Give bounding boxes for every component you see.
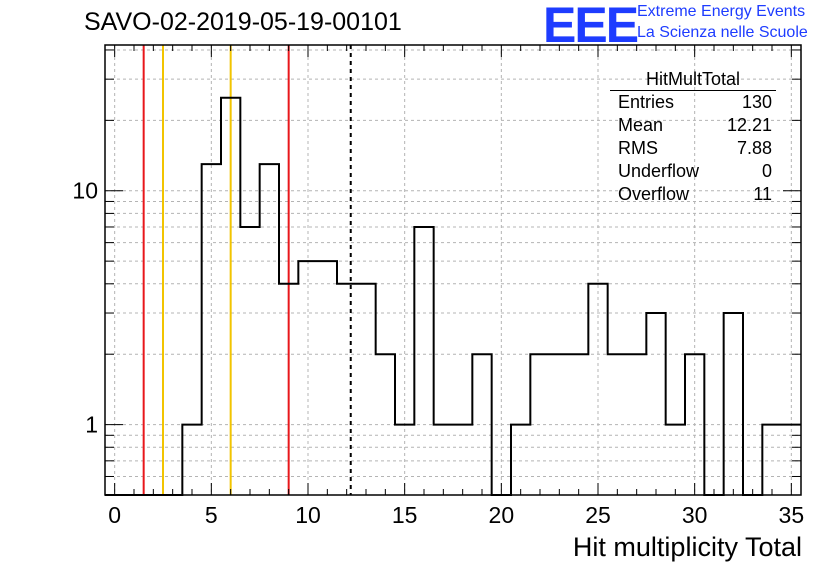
- histogram-series: [105, 96, 801, 496]
- y-tick-label: 10: [72, 178, 98, 204]
- x-axis-ticks: 0 5 10 15 20 25 30 35: [108, 45, 804, 528]
- eee-logo: EEE: [543, 0, 639, 53]
- stats-label: Mean: [618, 115, 664, 135]
- stats-row-entries: Entries 130: [610, 91, 776, 114]
- x-axis-title: Hit multiplicity Total: [572, 532, 802, 562]
- x-tick-label: 15: [392, 502, 418, 528]
- x-tick-label: 25: [585, 502, 611, 528]
- stats-row-underflow: Underflow 0: [610, 160, 776, 183]
- x-tick-label: 30: [682, 502, 708, 528]
- x-tick-label: 20: [489, 502, 515, 528]
- x-tick-label: 10: [295, 502, 321, 528]
- stats-title: HitMultTotal: [610, 68, 776, 91]
- x-tick-label: 35: [779, 502, 805, 528]
- stats-label: Underflow: [618, 161, 700, 181]
- stats-row-mean: Mean 12.21: [610, 114, 776, 137]
- stats-value: 130: [741, 92, 772, 112]
- stats-label: Entries: [618, 92, 675, 112]
- y-axis-ticks: 110: [72, 49, 801, 496]
- x-tick-label: 5: [205, 502, 218, 528]
- stats-label: Overflow: [618, 184, 690, 204]
- stats-box: HitMultTotal Entries 130 Mean 12.21 RMS …: [610, 68, 776, 206]
- stats-row-rms: RMS 7.88: [610, 137, 776, 160]
- stats-label: RMS: [618, 138, 658, 158]
- logo-subtitle-1: Extreme Energy Events: [637, 3, 806, 20]
- x-tick-label: 0: [108, 502, 121, 528]
- logo-subtitle-2: La Scienza nelle Scuole: [637, 24, 808, 41]
- plot-frame: [104, 44, 802, 496]
- stats-value: 11: [753, 184, 772, 204]
- stats-value: 0: [761, 161, 772, 181]
- reference-lines: [142, 45, 352, 495]
- stats-row-overflow: Overflow 11: [610, 183, 776, 206]
- stats-value: 12.21: [726, 115, 772, 135]
- stats-value: 7.88: [736, 138, 772, 158]
- grid-lines: [105, 45, 801, 496]
- y-tick-label: 1: [85, 412, 98, 438]
- run-title: SAVO-02-2019-05-19-00101: [84, 8, 402, 36]
